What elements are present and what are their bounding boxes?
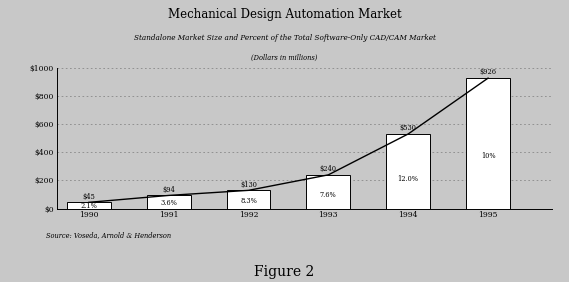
Text: 2.1%: 2.1% [80, 202, 97, 210]
Text: 10%: 10% [481, 153, 496, 160]
Text: 7.6%: 7.6% [320, 191, 337, 199]
Text: 8.3%: 8.3% [240, 197, 257, 205]
Bar [466, 78, 510, 209]
Text: Standalone Market Size and Percent of the Total Software-Only CAD/CAM Market: Standalone Market Size and Percent of th… [134, 34, 435, 42]
Bar [307, 175, 351, 209]
Text: $130: $130 [240, 181, 257, 189]
Text: $94: $94 [162, 186, 175, 194]
Bar [226, 190, 270, 209]
Text: (Dollars in millions): (Dollars in millions) [251, 54, 318, 61]
Bar [386, 134, 430, 209]
Text: Figure 2: Figure 2 [254, 265, 315, 279]
Text: $530: $530 [400, 124, 417, 132]
Bar [67, 202, 111, 209]
Bar [147, 195, 191, 209]
Text: $240: $240 [320, 165, 337, 173]
Text: 12.0%: 12.0% [398, 175, 419, 183]
Text: $926: $926 [480, 69, 497, 76]
Text: 3.6%: 3.6% [160, 199, 177, 207]
Text: $45: $45 [83, 193, 95, 201]
Text: Mechanical Design Automation Market: Mechanical Design Automation Market [168, 8, 401, 21]
Text: Source: Voseda, Arnold & Henderson: Source: Voseda, Arnold & Henderson [46, 231, 171, 239]
